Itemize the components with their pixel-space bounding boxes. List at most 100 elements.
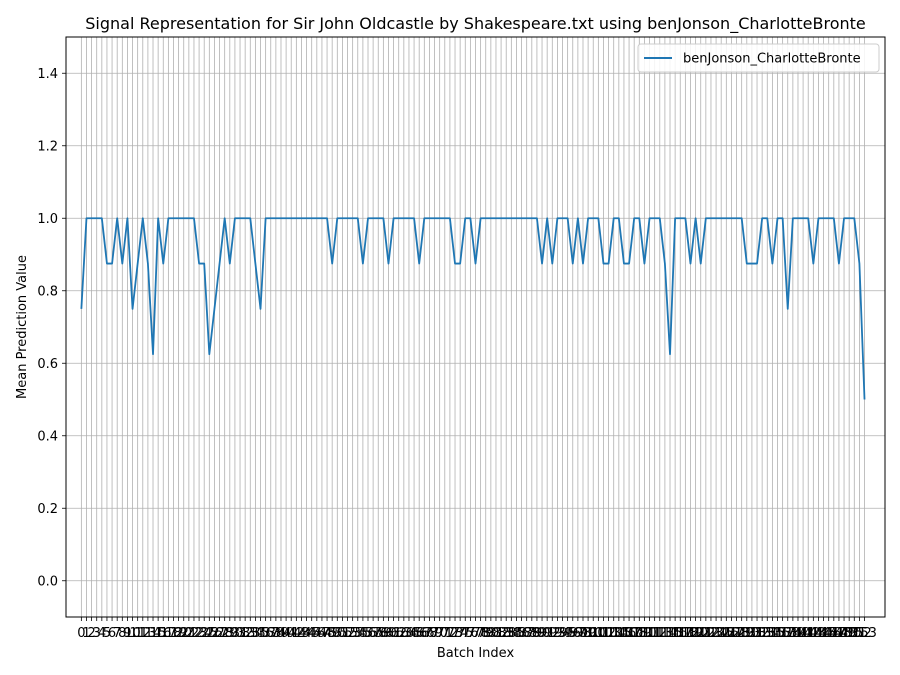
x-tick-label: 39 (273, 626, 290, 641)
x-tick-label: 121 (688, 626, 713, 641)
x-tick-label: 58 (370, 626, 387, 641)
x-tick-label: 95 (559, 626, 576, 641)
y-tick-label: 0.8 (37, 284, 58, 299)
x-tick-label: 106 (612, 626, 637, 641)
x-tick-label: 8 (118, 626, 126, 641)
x-tick-label: 30 (227, 626, 244, 641)
x-tick-label: 16 (155, 626, 172, 641)
x-tick-label: 10 (124, 626, 141, 641)
x-tick-label: 76 (462, 626, 479, 641)
x-tick-label: 32 (237, 626, 254, 641)
x-tick-label: 59 (375, 626, 392, 641)
x-tick-label: 87 (518, 626, 535, 641)
x-tick-label: 55 (355, 626, 372, 641)
x-tick-label: 149 (832, 626, 857, 641)
grid-layer (66, 37, 885, 617)
x-tick-label: 92 (544, 626, 561, 641)
x-tick-label: 44 (298, 626, 315, 641)
x-tick-label: 137 (770, 626, 795, 641)
x-tick-label: 136 (765, 626, 790, 641)
x-tick-label: 148 (827, 626, 852, 641)
x-tick-label: 5 (103, 626, 111, 641)
x-tick-label: 38 (268, 626, 285, 641)
x-tick-label: 91 (539, 626, 556, 641)
x-tick-label: 101 (586, 626, 611, 641)
x-tick-label: 21 (181, 626, 198, 641)
x-tick-label: 1 (82, 626, 90, 641)
x-tick-label: 4 (98, 626, 106, 641)
x-tick-label: 138 (775, 626, 800, 641)
x-tick-label: 115 (658, 626, 683, 641)
x-axis-label: Batch Index (437, 646, 515, 661)
x-tick-label: 31 (232, 626, 249, 641)
x-tick-label: 53 (344, 626, 361, 641)
x-tick-label: 78 (472, 626, 489, 641)
x-tick-label: 60 (380, 626, 397, 641)
x-tick-label: 125 (709, 626, 734, 641)
x-tick-label: 9 (123, 626, 131, 641)
x-tick-label: 17 (160, 626, 177, 641)
y-axis-label: Mean Prediction Value (15, 255, 30, 399)
x-tick-label: 70 (431, 626, 448, 641)
x-tick-label: 62 (390, 626, 407, 641)
x-tick-label: 14 (145, 626, 162, 641)
x-tick-label: 128 (724, 626, 749, 641)
x-tick-label: 74 (452, 626, 469, 641)
x-tick-label: 67 (416, 626, 433, 641)
x-tick-label: 37 (262, 626, 279, 641)
x-tick-label: 110 (632, 626, 657, 641)
y-tick-label: 0.0 (37, 574, 58, 589)
y-tick-label: 0.6 (37, 357, 58, 372)
x-tick-label: 90 (534, 626, 551, 641)
x-tick-label: 57 (365, 626, 382, 641)
x-tick-label: 139 (780, 626, 805, 641)
x-tick-label: 18 (165, 626, 182, 641)
x-tick-label: 19 (170, 626, 187, 641)
x-tick-label: 112 (642, 626, 667, 641)
x-tick-label: 134 (755, 626, 780, 641)
x-tick-label: 13 (140, 626, 157, 641)
x-tick-label: 48 (319, 626, 336, 641)
x-tick-label: 56 (360, 626, 377, 641)
line-layer (80, 217, 866, 400)
x-tick-label: 77 (467, 626, 484, 641)
x-tick-label: 33 (242, 626, 259, 641)
x-tick-label: 131 (739, 626, 764, 641)
x-tick-label: 0 (77, 626, 85, 641)
x-tick-label: 144 (806, 626, 831, 641)
x-tick-label: 71 (437, 626, 454, 641)
x-tick-label: 129 (729, 626, 754, 641)
x-tick-label: 135 (760, 626, 785, 641)
x-tick-label: 23 (191, 626, 208, 641)
legend-box (637, 43, 880, 73)
x-tick-label: 35 (252, 626, 269, 641)
x-tick-label: 41 (283, 626, 300, 641)
x-tick-label: 75 (457, 626, 474, 641)
x-tick-label: 124 (704, 626, 729, 641)
x-tick-label: 99 (580, 626, 597, 641)
x-tick-label: 120 (683, 626, 708, 641)
x-tick-label: 117 (668, 626, 693, 641)
x-tick-label: 36 (257, 626, 274, 641)
x-tick-label: 26 (206, 626, 223, 641)
x-tick-label: 20 (175, 626, 192, 641)
x-tick-label: 43 (293, 626, 310, 641)
x-tick-label: 113 (647, 626, 672, 641)
x-tick-label: 52 (339, 626, 356, 641)
x-tick-label: 96 (564, 626, 581, 641)
x-tick-label: 116 (663, 626, 688, 641)
x-tick-label: 2 (87, 626, 95, 641)
x-tick-label: 45 (303, 626, 320, 641)
tick-layer: 0123456789101112131415161718192021222324… (37, 67, 877, 641)
x-tick-label: 15 (150, 626, 167, 641)
x-tick-label: 64 (401, 626, 418, 641)
x-tick-label: 103 (596, 626, 621, 641)
x-tick-label: 40 (278, 626, 295, 641)
x-tick-label: 49 (324, 626, 341, 641)
x-tick-label: 146 (816, 626, 841, 641)
x-tick-label: 93 (549, 626, 566, 641)
x-tick-label: 102 (591, 626, 616, 641)
x-tick-label: 68 (421, 626, 438, 641)
x-tick-label: 25 (201, 626, 218, 641)
x-tick-label: 3 (93, 626, 101, 641)
